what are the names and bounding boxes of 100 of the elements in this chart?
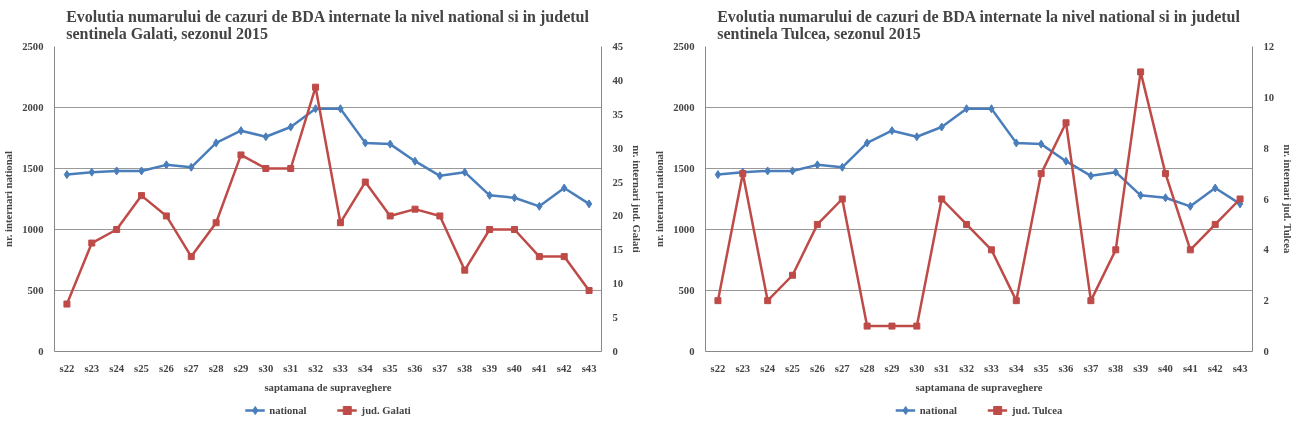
y-tick-label: 1500 [673,163,695,174]
y-tick-label: 2500 [22,41,44,52]
y-axis-title: nr. internari national [654,151,666,247]
x-tick-label: s42 [1207,362,1223,374]
point [237,151,245,159]
point [585,199,593,209]
y2-tick-label: 4 [1263,244,1270,256]
x-tick-label: s27 [834,362,851,374]
point [113,226,121,233]
y2-tick-label: 20 [612,210,624,222]
point [188,162,195,172]
point [1012,297,1020,305]
x-tick-label: s26 [809,362,826,374]
x-tick-label: s30 [258,362,274,374]
y-axis-title: nr. internari national [3,151,15,247]
y2-tick-label: 0 [612,346,618,357]
x-tick-label: s32 [959,362,974,374]
x-tick-label: s38 [457,362,473,374]
point [1037,170,1045,178]
x-tick-label: s41 [531,362,547,374]
y2-axis-title: nr. internari jud. Tulcea [1282,144,1294,254]
point [312,83,320,91]
y-tick-label: 1500 [22,163,44,174]
legend-label: jud. Galati [361,404,411,416]
point [88,239,96,247]
point [560,253,568,261]
y-tick-label: 2000 [673,102,695,113]
x-tick-label: s34 [1008,362,1025,374]
point [913,322,921,330]
x-tick-label: s36 [407,362,424,374]
y2-tick-label: 5 [612,312,618,324]
x-axis-title: saptamana de supraveghere [264,381,392,393]
x-tick-label: s36 [1058,362,1075,374]
point [913,132,921,142]
point [1186,246,1194,254]
point [212,138,220,148]
y-tick-label: 0 [689,346,695,357]
point [312,104,319,114]
point [764,166,771,176]
point [162,212,170,220]
y2-tick-label: 0 [1263,346,1269,357]
y2-tick-label: 15 [612,244,624,256]
x-tick-label: s29 [233,362,249,374]
point [262,165,270,172]
point [535,253,543,261]
x-tick-label: s43 [1232,362,1248,374]
x-tick-label: s40 [1158,362,1173,374]
x-tick-label: s30 [909,362,925,374]
x-tick-label: s43 [581,362,597,374]
y2-tick-label: 35 [612,108,624,120]
x-tick-label: s22 [710,362,726,374]
x-tick-label: s23 [84,362,100,374]
point [1236,195,1244,203]
x-tick-label: s34 [357,362,374,374]
x-tick-label: s28 [208,362,224,374]
point [963,220,971,228]
point [1112,167,1119,177]
point [1013,138,1020,148]
x-tick-label: s24 [760,362,776,374]
x-tick-label: s37 [1083,362,1099,374]
point [888,322,896,330]
point [1212,183,1219,193]
point [113,166,120,176]
point [287,122,294,132]
x-tick-label: s38 [1108,362,1124,374]
point [138,166,145,176]
point [1137,68,1145,76]
y-tick-label: 500 [27,285,44,296]
point [789,166,796,176]
point [336,219,344,227]
y2-tick-label: 6 [1263,193,1270,205]
x-tick-label: s39 [1133,362,1149,374]
legend-label: national [269,404,307,416]
x-tick-label: s31 [934,362,950,374]
point [838,195,846,203]
x-tick-label: s33 [333,362,348,374]
y2-tick-label: 12 [1263,41,1275,52]
y2-tick-label: 25 [612,176,624,188]
point [813,220,821,228]
point [486,190,493,200]
point [1062,119,1070,127]
point [1112,246,1120,254]
point [938,195,946,203]
point [187,253,195,261]
point [561,183,568,193]
y2-axis-title: nr. internari jud. Galati [631,145,643,253]
point [262,132,270,142]
point [1037,139,1045,149]
point [1137,190,1144,200]
point [63,170,71,180]
point [764,297,772,305]
x-tick-label: s41 [1182,362,1198,374]
point [938,122,945,132]
y2-tick-label: 45 [612,41,624,52]
point [1087,297,1095,305]
point [863,322,871,330]
chart-title: Evolutia numarului de cazuri de BDA internate la nivel national si in judetul sentinela Tulcea, sezonul 2015 [717,7,1241,42]
x-tick-label: s23 [735,362,751,374]
point [585,287,593,294]
x-tick-label: s39 [482,362,498,374]
